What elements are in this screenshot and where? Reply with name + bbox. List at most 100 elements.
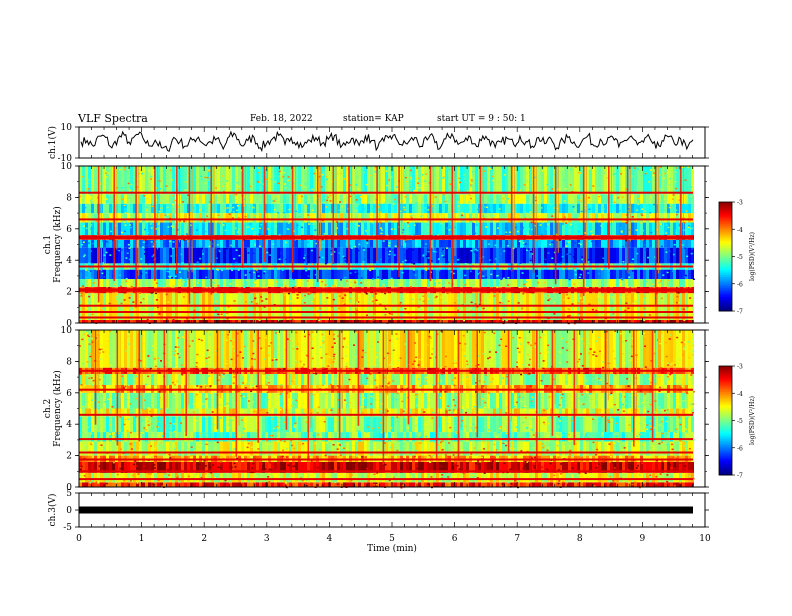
ch1-spectrogram-speckle [425,243,427,245]
ch1-spectrogram-cell [223,270,226,279]
ch1-spectrogram-cell [685,194,688,203]
ch1-spectrogram-cell [205,223,208,236]
ch1-spectrogram-cell [568,194,571,203]
ch1-spectrogram-cell [289,213,292,222]
ch1-spectrogram-cell [550,204,553,213]
ch1-spectrogram-cell [220,213,223,222]
ch1-spectrogram-speckle [126,283,128,285]
ch1-spectrogram-cell [652,270,655,279]
ch1-spectrogram-speckle [578,217,580,219]
ch1-spectrogram-speckle [358,285,360,287]
ch1-spectrogram-speckle [588,259,590,261]
ch1-spectrogram-speckle [109,254,111,256]
ch1-spectrogram-cell [652,240,655,248]
ch1-spectrogram-speckle [325,284,327,286]
ch1-spectrogram-cell [370,166,373,194]
ch1-spectrogram-speckle [308,314,310,316]
ch1-spectrogram-cell [328,248,331,264]
ch1-spectrogram-cell [304,279,307,287]
ch1-spectrogram-cell [637,270,640,279]
ch1-spectrogram-speckle [381,279,383,281]
ch1-spectrogram-cell [406,213,409,222]
ch1-spectrogram-cell [628,279,631,287]
ch1-spectrogram-cell [646,223,649,236]
ch1-spectrogram-cell [313,166,316,194]
ch1-spectrogram-cell [460,223,463,236]
ch1-spectrogram-speckle [284,294,286,296]
ch1-spectrogram-speckle [641,213,643,215]
ch1-spectrogram-cell [358,270,361,279]
ch1-spectrogram-speckle [225,230,227,232]
ch1-spectrogram-cell [85,166,88,194]
ch1-spectrogram-cell [649,248,652,264]
ch1-spectrogram-cell [193,279,196,287]
ch1-spectrogram-cell [604,240,607,248]
ch1-spectrogram-speckle [572,206,574,208]
ch1-spectrogram-speckle [471,179,473,181]
ch1-spectrogram-speckle [428,257,430,259]
ch1-spectrogram-speckle [394,254,396,256]
ch1-spectrogram-speckle [494,222,496,224]
ch1-spectrogram-speckle [613,212,615,214]
ch1-spectrogram-speckle [590,231,592,233]
ch1-spectrogram-speckle [372,278,374,280]
ch1-spectrogram-speckle [282,264,284,266]
ch1-spectrogram-cell [559,240,562,248]
ch1-spectrogram-speckle [88,242,90,244]
ch1-spectrogram-cell [559,223,562,236]
ch1-spectrogram-cell [160,279,163,287]
ch1-spectrogram-cell [616,270,619,279]
ch1-spectrogram-speckle [363,172,365,174]
ch1-spectrogram-cell [325,213,328,222]
ch1-spectrogram-cell [385,279,388,287]
ch1-spectrogram-speckle [339,201,341,203]
ch1-spectrogram-cell [445,270,448,279]
ch1-spectrogram-speckle [359,215,361,217]
ch1-spectrogram-speckle [677,296,679,298]
ch1-spectrogram-speckle [565,188,567,190]
ch1-spectrogram-cell [310,194,313,203]
ch1-spectrogram-cell [595,270,598,279]
ch1-spectrogram-cell [163,270,166,279]
ch1-spectrogram-speckle [165,185,167,187]
ch1-spectrogram-speckle [300,216,302,218]
ch1-spectrogram-cell [499,240,502,248]
ch1-spectrogram-cell [130,204,133,213]
ch1-spectrogram-speckle [552,287,554,289]
ch1-spectrogram-speckle [604,216,606,218]
ch1-spectrogram-cell [202,270,205,279]
ch1-spectrogram-burst [211,166,213,295]
ch1-spectrogram-speckle [126,257,128,259]
ch1-spectrogram-cell [406,240,409,248]
ch1-spectrogram-cell [541,194,544,203]
ch1-spectrogram-speckle [332,285,334,287]
ch1-spectrogram-cell [514,248,517,264]
ch1-spectrogram-cell [517,279,520,287]
ch1-spectrogram-cell [490,223,493,236]
ch1-spectrogram-speckle [665,232,667,234]
ch1-spectrogram-cell [415,194,418,203]
ch1-spectrogram-cell [259,166,262,194]
ch1-spectrogram-speckle [287,180,289,182]
ch1-spectrogram-speckle [681,308,683,310]
ch1-spectrogram-cell [121,270,124,279]
ch1-spectrogram-speckle [464,303,466,305]
ch1-spectrogram-cell [544,248,547,264]
ch1-spectrogram-speckle [633,303,635,305]
ch1-spectrogram-speckle [330,250,332,252]
ch1-spectrogram-speckle [380,167,382,169]
ch1-spectrogram-cell [550,223,553,236]
ch1-spectrogram-cell [250,240,253,248]
ch1-spectrogram-cell [127,240,130,248]
ch1-spectrogram-speckle [144,229,146,231]
ch1-spectrogram-speckle [581,301,583,303]
ch1-spectrogram-cell [220,194,223,203]
ch1-spectrogram-speckle [264,271,266,273]
ch1-spectrogram-cell [181,166,184,194]
ch1-spectrogram-speckle [303,257,305,259]
ch1-spectrogram-speckle [238,229,240,231]
ch1-spectrogram-speckle [686,210,688,212]
ch1-spectrogram-cell [439,204,442,213]
ch1-spectrogram-speckle [229,213,231,215]
ch1-spectrogram-speckle [575,274,577,276]
